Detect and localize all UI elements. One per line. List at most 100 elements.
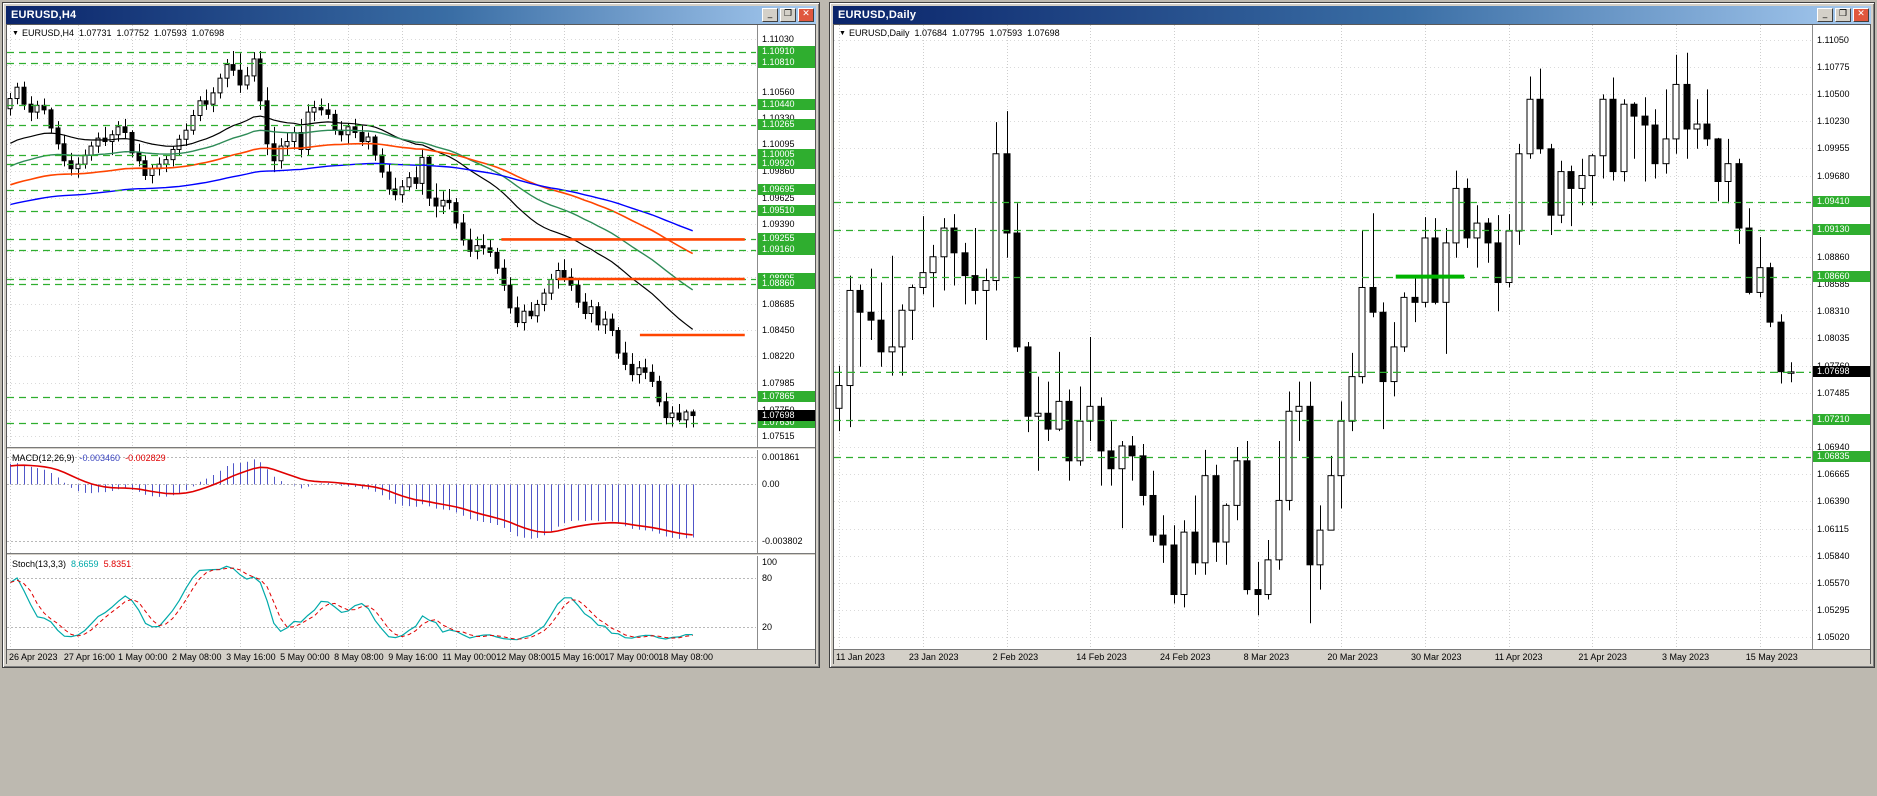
price-tick-label: 1.07485: [1817, 387, 1850, 398]
price-tick-label: 1.10500: [1817, 89, 1850, 100]
stoch-name: Stoch(13,3,3): [12, 559, 67, 569]
macd-pane[interactable]: 0.001861 0.00 -0.003802 MACD(12,26,9) -0.00…: [7, 450, 815, 553]
price-tick-label: 1.09860: [762, 165, 795, 176]
time-label: 14 Feb 2023: [1076, 652, 1127, 662]
level-price-badge: 1.06835: [1813, 451, 1870, 463]
price-tick-label: 1.09390: [762, 219, 795, 230]
pane-separator[interactable]: [7, 447, 815, 450]
price-tick-label: 1.08585: [1817, 279, 1850, 289]
macd-value-signal: -0.002829: [125, 453, 166, 463]
level-price-badge: 1.10440: [758, 99, 815, 111]
level-price-badge: 1.07630: [758, 417, 815, 429]
time-label: 18 May 08:00: [658, 652, 713, 662]
indicator-scale-label: 80: [762, 573, 773, 584]
readout-close: 1.07698: [191, 28, 225, 38]
level-price-badge: 1.07865: [758, 390, 815, 402]
indicator-scale-label: -0.003802: [762, 536, 803, 547]
stochastic-canvas: [7, 556, 756, 649]
indicator-scale-label: 100: [762, 557, 778, 568]
macd-axis[interactable]: 0.001861 0.00 -0.003802: [757, 450, 815, 553]
price-tick-label: 1.05020: [1817, 632, 1850, 643]
readout-high: 1.07795: [952, 28, 985, 38]
level-price-badge: 1.09255: [758, 233, 815, 245]
titlebar-daily[interactable]: EURUSD,Daily _ ❐ ✕: [833, 6, 1871, 24]
readout-low: 1.07593: [989, 28, 1023, 38]
price-tick-label: 1.10560: [762, 86, 795, 97]
time-label: 2 May 08:00: [172, 652, 222, 662]
price-tick-label: 1.10095: [762, 139, 795, 150]
time-label: 27 Apr 16:00: [63, 652, 115, 662]
time-axis-daily[interactable]: 11 Jan 2023 23 Jan 2023 2 Feb 2023 14 Feb 2…: [834, 649, 1870, 665]
MA-black: [10, 115, 694, 330]
time-axis-h4[interactable]: 26 Apr 2023 27 Apr 16:00 1 May 00:00 2 May …: [7, 649, 815, 665]
price-tick-label: 1.08860: [1817, 251, 1850, 262]
MA-orange: [10, 142, 694, 255]
chart-window-daily: EURUSD,Daily _ ❐ ✕ 1.11050 1.10775 1.10500…: [829, 2, 1875, 668]
indicator-scale-label: 20: [762, 621, 773, 632]
level-price-badge: 1.10910: [758, 46, 815, 58]
stochastic-pane[interactable]: 100 80 20 Stoch(13,3,3) 8.6659 5.8351: [7, 556, 815, 649]
price-tick-label: 1.05295: [1817, 604, 1850, 615]
current-price-badge: 1.07698: [1813, 365, 1870, 377]
macd-name: MACD(12,26,9): [12, 453, 75, 463]
time-label: 23 Jan 2023: [908, 652, 959, 662]
minimize-button[interactable]: _: [1817, 8, 1833, 22]
price-tick-label: 1.06390: [1817, 496, 1850, 507]
price-tick-label: 1.08220: [762, 351, 795, 362]
level-price-badge: 1.09410: [1813, 196, 1870, 208]
readout-open: 1.07731: [78, 28, 112, 38]
level-price-badge: 1.09160: [758, 244, 815, 256]
price-axis-h4[interactable]: 1.110301.107951.105601.103301.100951.098…: [757, 25, 815, 447]
MA-blue: [10, 162, 693, 232]
time-label: 11 Jan 2023: [836, 652, 885, 662]
indicator-scale-label: 0.001861: [762, 451, 800, 462]
macd-readout: MACD(12,26,9) -0.003460 -0.002829: [12, 453, 171, 463]
time-label: 20 Mar 2023: [1327, 652, 1378, 662]
stoch-main-line: [10, 565, 693, 641]
price-tick-label: 1.08310: [1817, 306, 1850, 317]
time-label: 5 May 00:00: [280, 652, 330, 662]
level-price-badge: 1.10005: [758, 148, 815, 160]
close-button[interactable]: ✕: [798, 8, 814, 22]
macd-histogram: [10, 459, 694, 539]
ohlc-readout-daily: ▼ EURUSD,Daily 1.07684 1.07795 1.07593 1.0769…: [839, 28, 1065, 38]
stoch-signal-line: [10, 567, 693, 640]
price-tick-label: 1.09955: [1817, 143, 1850, 154]
restore-button[interactable]: ❐: [1835, 8, 1851, 22]
restore-button[interactable]: ❐: [780, 8, 796, 22]
close-button[interactable]: ✕: [1853, 8, 1869, 22]
titlebar-h4[interactable]: EURUSD,H4 _ ❐ ✕: [6, 6, 816, 24]
time-label: 1 May 00:00: [117, 652, 168, 662]
pane-separator[interactable]: [7, 553, 815, 556]
time-label: 17 May 00:00: [604, 652, 659, 662]
minimize-button[interactable]: _: [762, 8, 778, 22]
level-price-badge: 1.09695: [758, 183, 815, 195]
window-title-h4: EURUSD,H4: [11, 9, 77, 21]
moving-averages-layer: [10, 115, 694, 330]
price-tick-label: 1.05840: [1817, 550, 1850, 561]
price-chart-pane-h4[interactable]: 1.110301.107951.105601.103301.100951.098…: [7, 25, 815, 447]
time-label: 24 Feb 2023: [1159, 652, 1211, 662]
level-price-badge: 1.08860: [758, 278, 815, 290]
stochastic-readout: Stoch(13,3,3) 8.6659 5.8351: [12, 559, 136, 569]
time-label: 2 Feb 2023: [992, 652, 1039, 662]
level-price-badge: 1.08660: [1813, 270, 1870, 282]
price-axis-daily[interactable]: 1.11050 1.10775 1.10500 1.10230 1.09955 1.096…: [1812, 25, 1870, 649]
level-price-badge: 1.09510: [758, 204, 815, 216]
stochastic-axis[interactable]: 100 80 20: [757, 556, 815, 649]
level-price-badge: 1.10810: [758, 57, 815, 69]
price-tick-label: 1.09625: [762, 192, 795, 203]
price-chart-pane-daily[interactable]: 1.11050 1.10775 1.10500 1.10230 1.09955 1.096…: [834, 25, 1870, 649]
time-label: 21 Apr 2023: [1578, 652, 1627, 662]
time-label: 30 Mar 2023: [1411, 652, 1462, 662]
time-label: 8 May 08:00: [334, 652, 384, 662]
chart-marker-icon: ▼: [12, 30, 19, 37]
chart-marker-icon: ▼: [839, 30, 846, 37]
stoch-value-signal: 5.8351: [103, 559, 132, 569]
readout-low: 1.07593: [154, 28, 187, 38]
price-tick-label: 1.05570: [1817, 577, 1850, 588]
price-tick-label: 1.07760: [1817, 361, 1850, 371]
price-chart-canvas-h4: [7, 25, 756, 447]
readout-symbol: EURUSD,H4: [21, 28, 74, 38]
